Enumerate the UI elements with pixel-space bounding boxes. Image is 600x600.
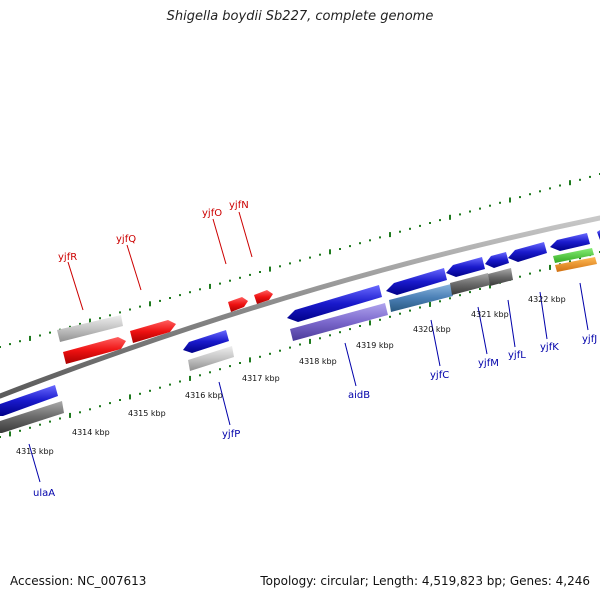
forward-leader-lines <box>67 211 253 311</box>
gene-label-yjfP[interactable]: yjfP <box>222 429 240 440</box>
gene-label-yjfC[interactable]: yjfC <box>430 370 449 381</box>
gene-yjfP[interactable] <box>183 330 229 353</box>
gene-label-ulaA[interactable]: ulaA <box>33 488 55 499</box>
gene-ulaA-dark[interactable] <box>0 401 64 433</box>
accession-label: Accession: NC_007613 <box>10 574 147 588</box>
gene-yjfQ[interactable] <box>130 320 176 343</box>
gene-label-yjfN[interactable]: yjfN <box>229 200 249 211</box>
gene-label-yjfL[interactable]: yjfL <box>508 350 526 361</box>
gene-yjfR[interactable] <box>63 337 126 364</box>
topology-label: Topology: circular; Length: 4,519,823 bp… <box>260 574 590 588</box>
gene-yjfR-light[interactable] <box>57 315 123 342</box>
gene-ulaA[interactable] <box>0 385 58 416</box>
gene-yjfM[interactable] <box>450 273 490 295</box>
kbp-label: 4317 kbp <box>242 374 280 383</box>
kbp-label: 4322 kbp <box>528 295 566 304</box>
gene-yjfC[interactable] <box>389 284 453 312</box>
kbp-label: 4319 kbp <box>356 341 394 350</box>
gene-yjfJ[interactable] <box>550 233 590 251</box>
gene-label-yjfO[interactable]: yjfO <box>202 208 222 219</box>
gene-aidB-upper[interactable] <box>287 285 382 322</box>
gene-yjfN[interactable] <box>254 290 273 304</box>
gene-label-yjfR[interactable]: yjfR <box>58 252 77 263</box>
kbp-label: 4316 kbp <box>185 391 223 400</box>
kbp-label: 4318 kbp <box>299 357 337 366</box>
kbp-label: 4315 kbp <box>128 409 166 418</box>
kbp-label: 4320 kbp <box>413 325 451 334</box>
gene-edge-stub[interactable] <box>597 230 600 240</box>
gene-label-aidB[interactable]: aidB <box>348 390 370 401</box>
gene-yjfJ-green[interactable] <box>553 248 594 263</box>
kbp-label: 4314 kbp <box>72 428 110 437</box>
gene-aidB[interactable] <box>290 303 388 341</box>
reverse-leader-lines <box>28 282 589 483</box>
gene-label-yjfM[interactable]: yjfM <box>478 358 499 369</box>
gene-yjfL-upper[interactable] <box>485 252 509 268</box>
kbp-label: 4313 kbp <box>16 447 54 456</box>
gene-yjfO[interactable] <box>228 297 248 312</box>
reverse-genes <box>0 230 600 433</box>
gene-yjfJ-orange[interactable] <box>555 257 597 272</box>
gene-label-yjfK[interactable]: yjfK <box>540 342 559 353</box>
gene-labels: yjfR yjfQ yjfO yjfN ulaA yjfP aidB yjfC … <box>33 200 597 499</box>
outer-tick-track <box>0 173 600 348</box>
genome-title: Shigella boydii Sb227, complete genome <box>166 9 434 24</box>
gene-yjfL[interactable] <box>488 268 513 286</box>
gene-yjfK[interactable] <box>508 242 547 262</box>
kbp-scale: 4313 kbp 4314 kbp 4315 kbp 4316 kbp 4317… <box>16 295 566 456</box>
gene-label-yjfJ[interactable]: yjfJ <box>582 334 597 345</box>
gene-yjfM-upper[interactable] <box>446 257 485 277</box>
kbp-label: 4321 kbp <box>471 310 509 319</box>
genome-backbone <box>0 215 600 399</box>
gene-yjfP-light[interactable] <box>188 346 234 371</box>
gene-label-yjfQ[interactable]: yjfQ <box>116 234 136 245</box>
gene-yjfC-upper[interactable] <box>386 268 447 295</box>
forward-genes <box>57 290 273 364</box>
